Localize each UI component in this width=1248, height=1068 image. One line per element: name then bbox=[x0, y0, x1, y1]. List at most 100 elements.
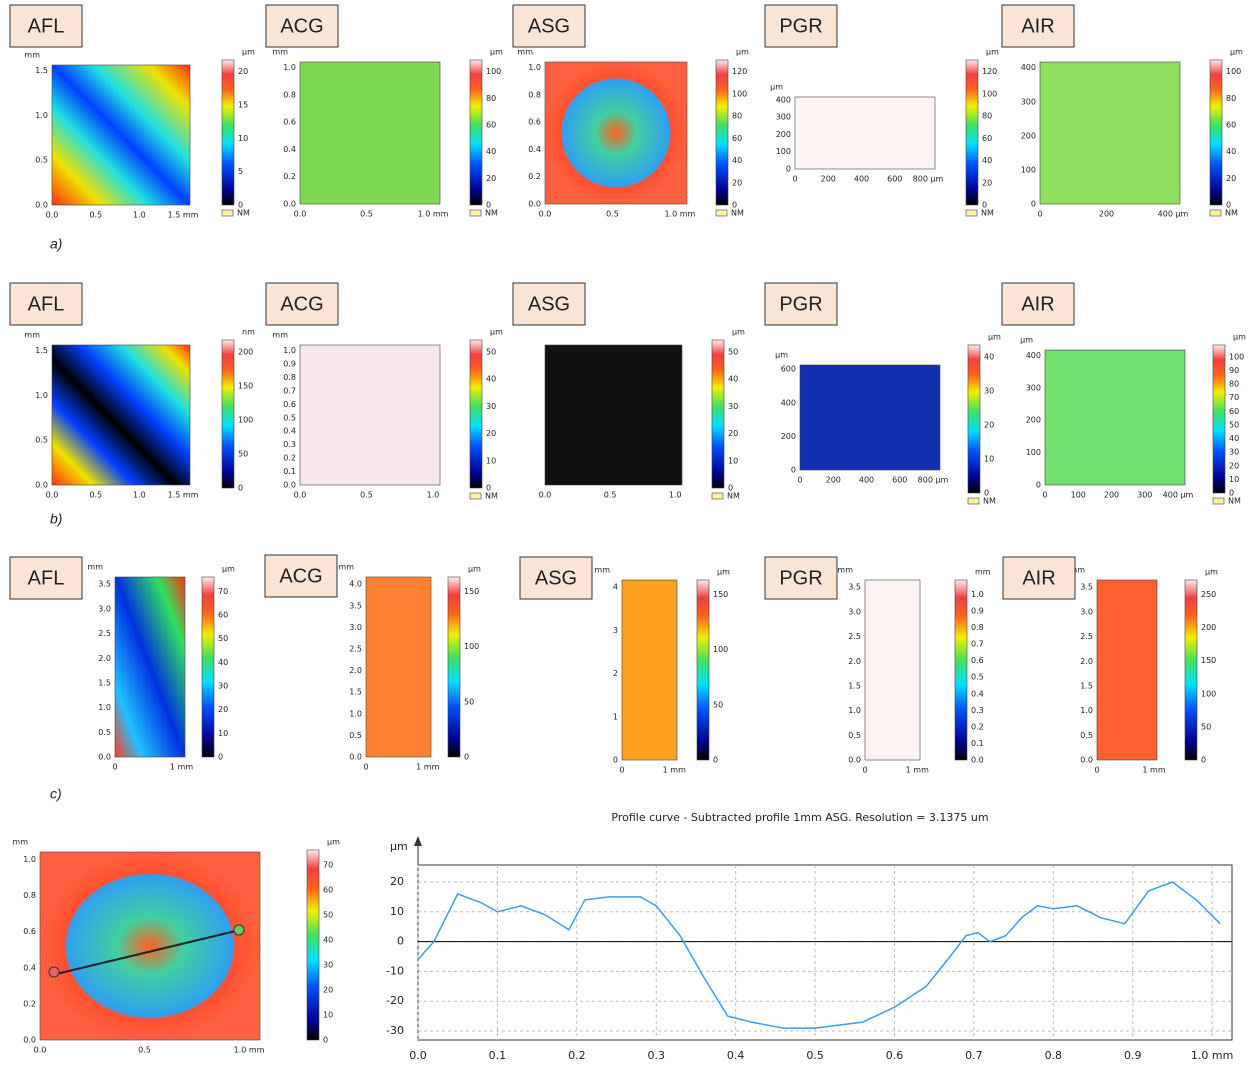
y-tick-label: 300 bbox=[776, 113, 791, 122]
colorbar-tick-label: 120 bbox=[982, 67, 997, 76]
colorbar-tick-label: 60 bbox=[486, 120, 496, 129]
x-tick-label: 0.5 bbox=[806, 1049, 824, 1062]
nm-swatch bbox=[1210, 210, 1221, 216]
colorbar-tick-label: 0.9 bbox=[971, 606, 984, 615]
colorbar-tick-label: 40 bbox=[732, 156, 742, 165]
y-tick-label: 0.0 bbox=[283, 200, 296, 209]
profile-end bbox=[234, 925, 244, 935]
nm-label: NM bbox=[981, 209, 994, 218]
colorbar-tick-label: 60 bbox=[982, 134, 992, 143]
y-tick-label: 4.0 bbox=[349, 580, 362, 589]
figure: a)mm0.00.51.01.50.00.51.01.5 mmµm0510152… bbox=[0, 0, 1248, 1068]
colorbar-tick-label: 100 bbox=[464, 642, 479, 651]
y-tick-label: -10 bbox=[386, 964, 404, 977]
y-tick-label: 0.8 bbox=[528, 90, 541, 99]
y-tick-label: 0.5 bbox=[283, 413, 296, 422]
colorbar-tick-label: 40 bbox=[486, 375, 496, 384]
y-tick-label: 2.0 bbox=[98, 654, 111, 663]
y-tick-label: 3.0 bbox=[349, 623, 362, 632]
colorbar-tick-label: 10 bbox=[728, 456, 738, 465]
nm-label: NM bbox=[485, 492, 498, 501]
colorbar-tick-label: 20 bbox=[982, 178, 992, 187]
nm-swatch bbox=[222, 210, 233, 216]
y-unit: mm bbox=[338, 563, 354, 572]
colorbar-tick-label: 70 bbox=[1229, 393, 1239, 402]
colorbar bbox=[1213, 345, 1225, 493]
colorbar-tick-label: 100 bbox=[713, 645, 728, 654]
y-unit: mm bbox=[517, 48, 533, 57]
x-tick-label: 400 µm bbox=[1158, 210, 1189, 219]
colorbar-tick-label: 30 bbox=[984, 386, 994, 395]
y-tick-label: 1.0 bbox=[283, 346, 296, 355]
y-tick-label: 0.5 bbox=[35, 156, 48, 165]
x-tick-label: 0 bbox=[1094, 766, 1099, 775]
y-tick-label: 600 bbox=[781, 365, 796, 374]
x-tick-label: 1 mm bbox=[1142, 766, 1165, 775]
y-tick-label: 1.0 bbox=[349, 709, 362, 718]
x-tick-label: 0 bbox=[1042, 491, 1047, 500]
colorbar-tick-label: 30 bbox=[728, 402, 738, 411]
colorbar-tick-label: 50 bbox=[713, 700, 723, 709]
x-tick-label: 0 bbox=[797, 476, 802, 485]
surface-image bbox=[52, 65, 190, 205]
x-tick-label: 0 bbox=[792, 175, 797, 184]
nm-swatch bbox=[716, 210, 727, 216]
y-tick-label: 0.5 bbox=[35, 436, 48, 445]
x-tick-label: 1.0 bbox=[133, 491, 146, 500]
y-tick-label: 2 bbox=[613, 669, 618, 678]
x-tick-label: 600 bbox=[887, 175, 902, 184]
x-tick-label: 0.0 bbox=[46, 491, 59, 500]
y-tick-label: 200 bbox=[781, 432, 796, 441]
y-unit: mm bbox=[24, 51, 40, 60]
y-tick-label: 0.6 bbox=[283, 118, 296, 127]
x-tick-label: 0.5 bbox=[606, 210, 619, 219]
colorbar-unit: µm bbox=[986, 48, 999, 57]
colorbar-tick-label: 100 bbox=[1201, 689, 1216, 698]
colorbar-unit: µm bbox=[222, 565, 235, 574]
y-tick-label: 0.2 bbox=[283, 172, 296, 181]
y-tick-label: 2.5 bbox=[848, 632, 861, 641]
panel-label: PGR bbox=[779, 293, 822, 315]
nm-swatch bbox=[712, 493, 723, 499]
y-tick-label: 0.5 bbox=[98, 728, 111, 737]
colorbar-tick-label: 10 bbox=[238, 134, 248, 143]
x-tick-label: 400 bbox=[854, 175, 869, 184]
colorbar-tick-label: 10 bbox=[486, 456, 496, 465]
colorbar-tick-label: 40 bbox=[1226, 147, 1236, 156]
x-tick-label: 0.2 bbox=[568, 1049, 586, 1062]
colorbar-tick-label: 40 bbox=[728, 375, 738, 384]
colorbar-unit: µm bbox=[1205, 568, 1218, 577]
colorbar bbox=[470, 60, 482, 205]
y-tick-label: 2.0 bbox=[349, 666, 362, 675]
colorbar-tick-label: 150 bbox=[238, 381, 253, 390]
colorbar-tick-label: 80 bbox=[982, 112, 992, 121]
y-tick-label: 1.5 bbox=[35, 66, 48, 75]
y-tick-label: 3.5 bbox=[98, 580, 111, 589]
x-tick-label: 400 µm bbox=[1163, 491, 1194, 500]
y-tick-label: 100 bbox=[1026, 448, 1041, 457]
panel-label: PGR bbox=[779, 15, 822, 37]
y-tick-label: 0.0 bbox=[528, 200, 541, 209]
colorbar-tick-label: 100 bbox=[732, 89, 747, 98]
colorbar-tick-label: 250 bbox=[1201, 590, 1216, 599]
y-tick-label: 3.0 bbox=[98, 604, 111, 613]
y-tick-label: 0.4 bbox=[283, 427, 296, 436]
x-tick-label: 0.5 bbox=[138, 1046, 151, 1055]
y-tick-label: 0.6 bbox=[528, 118, 541, 127]
y-tick-label: 400 bbox=[1026, 351, 1041, 360]
colorbar-tick-label: 20 bbox=[1229, 461, 1239, 470]
colorbar-tick-label: 50 bbox=[323, 911, 333, 920]
x-tick-label: 1.5 mm bbox=[168, 211, 199, 220]
y-tick-label: 200 bbox=[1026, 416, 1041, 425]
colorbar-tick-label: 1.0 bbox=[971, 590, 984, 599]
colorbar-tick-label: 0.4 bbox=[971, 689, 984, 698]
colorbar-tick-label: 200 bbox=[1201, 623, 1216, 632]
y-unit: mm bbox=[24, 331, 40, 340]
y-tick-label: 1.0 bbox=[283, 63, 296, 72]
surface-image bbox=[545, 345, 682, 485]
colorbar-unit: µm bbox=[1230, 48, 1243, 57]
x-tick-label: 0 bbox=[363, 763, 368, 772]
profile-start bbox=[49, 967, 59, 977]
y-tick-label: 400 bbox=[781, 398, 796, 407]
colorbar-tick-label: 40 bbox=[218, 658, 228, 667]
